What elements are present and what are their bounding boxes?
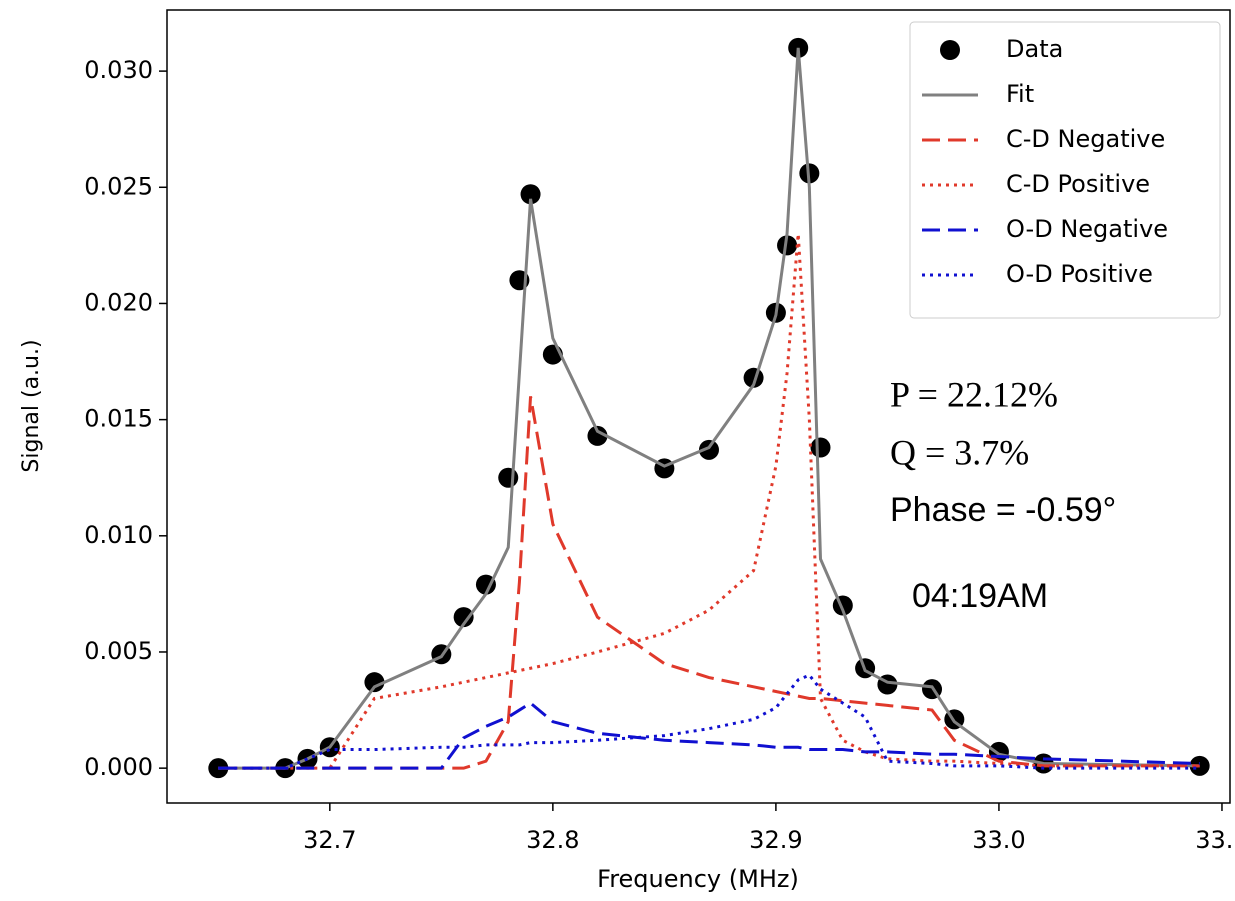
annotation: Phase = -0.59° bbox=[890, 491, 1116, 529]
x-axis-label: Frequency (MHz) bbox=[597, 865, 799, 893]
x-tick-label: 32.9 bbox=[749, 826, 802, 854]
x-tick-label: 32.8 bbox=[526, 826, 579, 854]
data-point bbox=[810, 437, 831, 458]
data-point bbox=[453, 607, 474, 628]
x-tick-label: 32.7 bbox=[303, 826, 356, 854]
data-point bbox=[777, 235, 798, 256]
data-point bbox=[364, 672, 385, 693]
y-axis-label: Signal (a.u.) bbox=[19, 339, 44, 472]
series-line bbox=[218, 396, 1200, 770]
series-line bbox=[218, 673, 1200, 770]
legend-label: Fit bbox=[1006, 80, 1034, 108]
series-line bbox=[218, 47, 1200, 770]
legend-label: C-D Positive bbox=[1006, 170, 1150, 198]
series-line bbox=[218, 701, 1200, 770]
annotation: Q = 3.7% bbox=[890, 432, 1029, 472]
data-point bbox=[520, 184, 541, 205]
y-tick-label: 0.015 bbox=[84, 405, 153, 433]
y-tick-label: 0.030 bbox=[84, 56, 153, 84]
annotation: 04:19AM bbox=[912, 577, 1048, 615]
x-tick-label: 33.0 bbox=[972, 826, 1025, 854]
data-point bbox=[698, 439, 719, 460]
legend-box bbox=[909, 21, 1221, 319]
data-point bbox=[498, 467, 519, 488]
legend-label: C-D Negative bbox=[1006, 125, 1165, 153]
y-tick-label: 0.005 bbox=[84, 637, 153, 665]
legend-label: Data bbox=[1006, 35, 1063, 63]
y-tick-label: 0.025 bbox=[84, 172, 153, 200]
plot-frame bbox=[166, 9, 1231, 804]
data-point bbox=[587, 425, 608, 446]
y-tick-label: 0.020 bbox=[84, 288, 153, 316]
legend-label: O-D Negative bbox=[1006, 215, 1168, 243]
annotation: P = 22.12% bbox=[890, 374, 1058, 414]
y-tick-label: 0.010 bbox=[84, 521, 153, 549]
legend-marker bbox=[940, 40, 960, 60]
data-point bbox=[475, 574, 496, 595]
x-tick-label: 33.1 bbox=[1195, 826, 1235, 854]
y-tick-label: 0.000 bbox=[84, 753, 153, 781]
legend-label: O-D Positive bbox=[1006, 260, 1153, 288]
